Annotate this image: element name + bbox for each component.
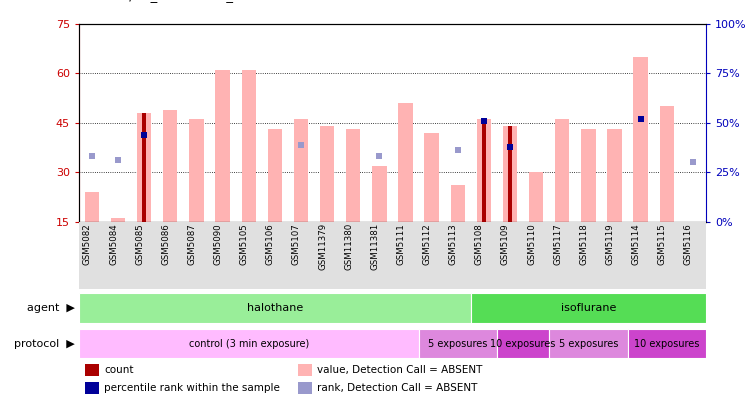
Text: GSM5107: GSM5107 [292, 223, 301, 265]
Bar [424, 133, 439, 222]
Text: GSM5112: GSM5112 [423, 223, 432, 265]
Text: protocol  ▶: protocol ▶ [14, 339, 75, 348]
Text: GSM5085: GSM5085 [135, 223, 144, 265]
Text: GSM5114: GSM5114 [632, 223, 641, 265]
Bar [163, 110, 177, 222]
Bar [85, 192, 99, 222]
Text: GSM5108: GSM5108 [475, 223, 484, 265]
Bar [451, 185, 465, 222]
Text: GSM5111: GSM5111 [397, 223, 406, 265]
Bar [189, 120, 204, 222]
Text: GSM5118: GSM5118 [579, 223, 588, 265]
Text: GSM5090: GSM5090 [213, 223, 222, 265]
Bar [85, 382, 99, 394]
Text: GSM5106: GSM5106 [266, 223, 275, 265]
Bar [633, 57, 648, 222]
Text: halothane: halothane [246, 303, 303, 313]
Text: GSM5115: GSM5115 [658, 223, 667, 265]
Bar [628, 329, 706, 358]
Text: isoflurane: isoflurane [561, 303, 616, 313]
Bar [79, 293, 471, 323]
Bar [298, 364, 312, 376]
Bar [581, 129, 596, 222]
Text: control (3 min exposure): control (3 min exposure) [189, 339, 309, 348]
Text: 5 exposures: 5 exposures [428, 339, 487, 348]
Bar [298, 382, 312, 394]
Text: agent  ▶: agent ▶ [27, 303, 75, 313]
Bar [85, 364, 99, 376]
Bar [137, 113, 152, 222]
Bar [111, 219, 125, 222]
Bar [294, 120, 308, 222]
Bar [608, 129, 622, 222]
Bar [659, 106, 674, 222]
Text: GSM5113: GSM5113 [448, 223, 457, 265]
Text: GSM5109: GSM5109 [501, 223, 510, 265]
Text: GSM5086: GSM5086 [161, 223, 170, 265]
Text: GSM11380: GSM11380 [344, 223, 353, 270]
Text: GSM5110: GSM5110 [527, 223, 536, 265]
Bar [502, 126, 517, 222]
Text: rank, Detection Call = ABSENT: rank, Detection Call = ABSENT [317, 383, 478, 393]
Text: 10 exposures: 10 exposures [490, 339, 556, 348]
Text: count: count [104, 365, 134, 375]
Bar [555, 120, 569, 222]
Text: 10 exposures: 10 exposures [634, 339, 699, 348]
Text: GSM5082: GSM5082 [83, 223, 92, 265]
Bar [372, 166, 387, 222]
Text: GSM5087: GSM5087 [188, 223, 197, 265]
Text: GSM5105: GSM5105 [240, 223, 249, 265]
Bar [471, 293, 706, 323]
Text: value, Detection Call = ABSENT: value, Detection Call = ABSENT [317, 365, 483, 375]
Text: GDS364 / rc_AA800671_at: GDS364 / rc_AA800671_at [71, 0, 247, 2]
Text: GSM11379: GSM11379 [318, 223, 327, 270]
Text: GSM11381: GSM11381 [370, 223, 379, 270]
Text: GSM5116: GSM5116 [684, 223, 693, 265]
Bar [142, 113, 146, 222]
Bar [482, 120, 486, 222]
Text: percentile rank within the sample: percentile rank within the sample [104, 383, 280, 393]
Bar [477, 120, 491, 222]
Bar [497, 329, 549, 358]
Text: GSM5084: GSM5084 [109, 223, 118, 265]
Bar [216, 70, 230, 222]
Text: 5 exposures: 5 exposures [559, 339, 618, 348]
Bar [398, 103, 412, 222]
Bar [79, 329, 418, 358]
Bar [529, 172, 543, 222]
Bar [549, 329, 628, 358]
Text: GSM5117: GSM5117 [553, 223, 562, 265]
Bar [508, 126, 512, 222]
Bar [267, 129, 282, 222]
Bar [320, 126, 334, 222]
Bar [242, 70, 256, 222]
Bar [418, 329, 497, 358]
Text: GSM5119: GSM5119 [605, 223, 614, 265]
Bar [346, 129, 360, 222]
